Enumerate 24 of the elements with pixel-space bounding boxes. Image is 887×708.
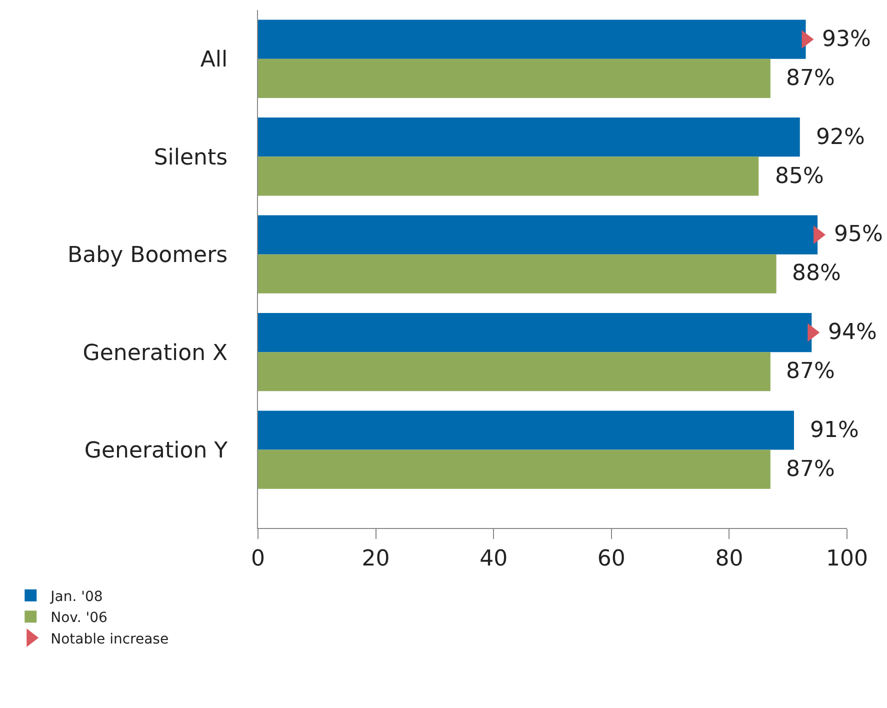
x-tick-label: 60 [597, 546, 626, 572]
data-label: 87% [786, 457, 835, 482]
y-tick-label: All [200, 48, 228, 73]
x-tick-label: 0 [251, 546, 265, 572]
data-label: 87% [786, 66, 835, 91]
legend-label: Jan. '08 [50, 588, 103, 605]
data-label: 95% [834, 222, 883, 247]
y-tick-label: Silents [154, 145, 228, 170]
x-tick-label: 40 [480, 546, 508, 572]
data-label: 92% [816, 125, 865, 150]
x-tick-label: 20 [362, 546, 390, 572]
data-label: 94% [828, 320, 877, 345]
x-tick-label: 80 [715, 546, 744, 572]
data-label: 93% [822, 27, 871, 52]
data-label: 88% [792, 261, 841, 286]
legend-label: Notable increase [50, 631, 169, 648]
data-label: 91% [810, 418, 859, 443]
x-tick-label: 100 [826, 546, 868, 572]
data-label: 85% [775, 164, 824, 189]
y-tick-label: Generation Y [84, 438, 228, 464]
legend-label: Nov. '06 [50, 610, 108, 626]
y-tick-label: Generation X [82, 340, 228, 366]
y-tick-label: Baby Boomers [68, 243, 228, 268]
data-label: 87% [786, 359, 835, 384]
